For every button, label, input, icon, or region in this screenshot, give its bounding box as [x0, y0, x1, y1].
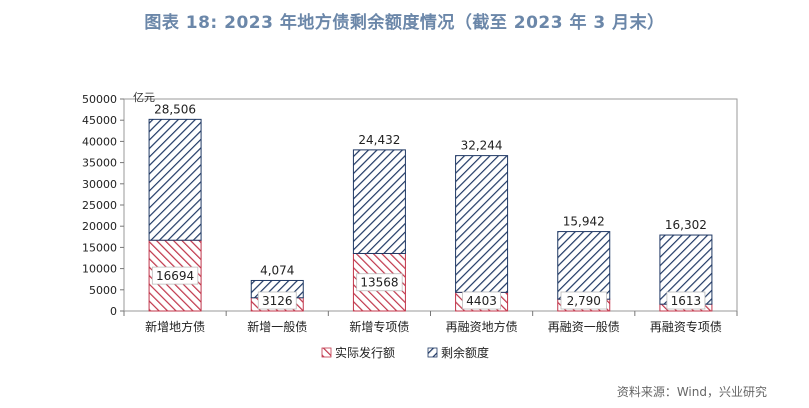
- data-label-issued: 16694: [156, 269, 194, 283]
- y-tick-label: 10000: [82, 263, 117, 276]
- x-tick-label: 新增专项债: [349, 319, 409, 334]
- data-label-box: [666, 291, 706, 310]
- unit-label: 亿元: [133, 91, 155, 104]
- y-tick-label: 5000: [89, 284, 117, 297]
- y-tick-label: 40000: [82, 135, 117, 148]
- data-label-box: [462, 291, 501, 310]
- x-axis: 新增地方债 新增一般债 新增专项债 再融资地方债 再融资一般债 再融资专项债: [123, 311, 738, 334]
- data-label-remaining: 32,244: [461, 139, 503, 153]
- data-label-box: [151, 266, 199, 285]
- bar-remaining: [557, 231, 611, 300]
- x-tick-label: 新增一般债: [247, 319, 307, 334]
- data-label-remaining: 15,942: [563, 215, 605, 229]
- y-tick-label: 25000: [82, 199, 117, 212]
- y-tick-label: 0: [110, 305, 117, 318]
- bar-remaining: [148, 118, 202, 241]
- data-label-remaining: 16,302: [665, 218, 707, 232]
- y-tick-label: 35000: [82, 157, 117, 170]
- bar-remaining: [352, 149, 406, 254]
- plot-area: [123, 98, 738, 312]
- y-axis: 0 5000 10000 15000 20000 25000 30000 35000 40000…: [82, 93, 124, 318]
- y-tick-label: 15000: [82, 241, 117, 254]
- x-tick-label: 再融资地方债: [446, 319, 518, 334]
- data-label-remaining: 24,432: [358, 133, 400, 147]
- data-label-issued: 3126: [262, 294, 293, 308]
- legend-swatch: [427, 347, 438, 358]
- y-tick-label: 30000: [82, 178, 117, 191]
- data-label-issued: 2,790: [567, 294, 601, 308]
- data-label-box: [257, 291, 297, 310]
- legend-label: 剩余额度: [441, 345, 489, 360]
- plot-frame: [123, 98, 738, 312]
- y-tick-label: 20000: [82, 220, 117, 233]
- data-label-box: [560, 291, 607, 310]
- data-label-issued: 1613: [671, 294, 702, 308]
- legend: 实际发行额 剩余额度: [321, 345, 489, 360]
- legend-label: 实际发行额: [335, 345, 395, 360]
- x-tick-label: 再融资专项债: [650, 319, 722, 334]
- legend-swatch: [321, 347, 332, 358]
- data-label-remaining: 28,506: [154, 102, 196, 116]
- data-label-issued: 4403: [466, 294, 497, 308]
- bar-remaining: [455, 155, 509, 293]
- source-note: 资料来源：Wind，兴业研究: [616, 385, 767, 399]
- bars: 16694 28,506 3126 4,074 13568 24,432 4403 32,24…: [148, 102, 713, 312]
- data-label-issued: 13568: [360, 276, 398, 290]
- x-tick-label: 再融资一般债: [548, 319, 620, 334]
- data-label-box: [356, 273, 403, 292]
- y-tick-label: 45000: [82, 114, 117, 127]
- data-label-remaining: 4,074: [260, 263, 294, 277]
- x-tick-label: 新增地方债: [145, 319, 205, 334]
- y-tick-label: 50000: [82, 93, 117, 106]
- chart-title: 图表 18: 2023 年地方债剩余额度情况（截至 2023 年 3 月末）: [144, 13, 665, 33]
